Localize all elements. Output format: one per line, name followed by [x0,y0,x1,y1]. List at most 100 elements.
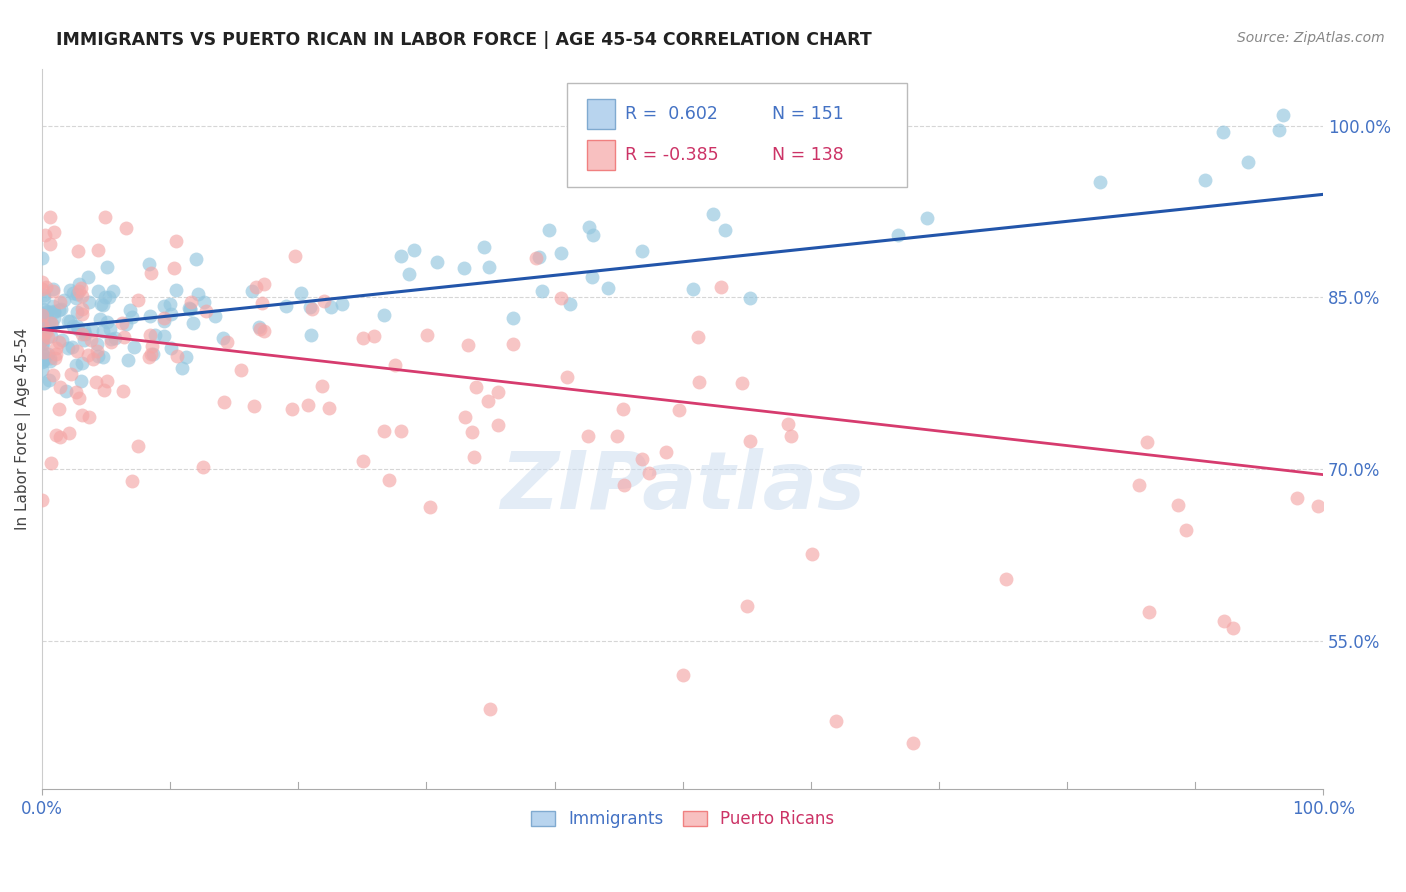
Point [127,439,149,453]
Point [174,350,197,364]
Point [478,260,501,275]
Point [55,384,77,399]
Point [38,353,60,368]
Point [995,572,1018,586]
Point [578,220,600,235]
Point [49,295,72,310]
Point [31,493,53,508]
Point [404,244,426,258]
Point [70,374,93,388]
Point [1213,614,1236,628]
Point [49,430,72,444]
Point [686,330,709,344]
Point [550,292,572,306]
Point [77,409,100,424]
Point [378,473,401,487]
Point [70,288,93,302]
Point [31,352,53,367]
Text: R = -0.385: R = -0.385 [626,146,718,164]
Point [34,318,56,332]
Point [80,323,103,337]
Point [612,401,634,416]
Point [363,329,385,343]
Point [48,334,70,349]
Point [31,318,53,332]
Point [89,311,111,326]
Point [179,302,201,317]
Point [1137,605,1160,619]
Point [37,330,59,344]
Point [1128,478,1150,492]
Point [630,244,652,259]
Point [44,303,66,318]
Point [39,329,62,343]
Point [527,250,550,264]
FancyBboxPatch shape [586,140,614,170]
Point [31,348,53,362]
Point [299,328,322,343]
Point [87,243,110,257]
Point [415,327,437,342]
Point [34,323,56,337]
Point [31,336,53,351]
Point [138,310,160,324]
Point [453,260,475,275]
Point [41,299,63,313]
Point [73,327,96,342]
Point [86,337,108,351]
Point [457,337,479,351]
Point [66,322,89,336]
Point [112,384,135,399]
Point [38,351,60,365]
Point [606,429,628,443]
Point [34,288,56,302]
Point [111,316,134,330]
Point [98,322,121,336]
Point [479,702,502,716]
Point [86,343,108,358]
Point [714,223,737,237]
Point [801,547,824,561]
Point [39,316,62,330]
Point [159,307,181,321]
Point [311,378,333,392]
Point [91,324,114,338]
Point [38,211,60,225]
Point [42,305,65,319]
Point [49,380,72,394]
Point [127,293,149,308]
Point [139,266,162,280]
Point [160,342,183,356]
Point [212,331,235,345]
Point [31,307,53,321]
Point [290,286,312,301]
Point [352,331,374,345]
Point [195,304,218,318]
Point [486,417,509,432]
Point [682,283,704,297]
Point [740,291,762,305]
Point [298,300,321,314]
Point [59,314,82,328]
Point [245,280,267,294]
Point [38,372,60,386]
Point [87,349,110,363]
Point [281,402,304,417]
Point [31,346,53,360]
Point [1306,499,1329,513]
Point [631,452,654,467]
Point [486,384,509,399]
Point [204,309,226,323]
Point [454,410,477,425]
Point [51,334,73,348]
Point [915,211,938,225]
Point [177,301,200,315]
Point [477,393,499,408]
Point [163,260,186,275]
Point [32,336,55,351]
Point [735,599,758,614]
Point [530,285,553,299]
Point [472,240,495,254]
Point [153,329,176,343]
Point [1268,123,1291,137]
